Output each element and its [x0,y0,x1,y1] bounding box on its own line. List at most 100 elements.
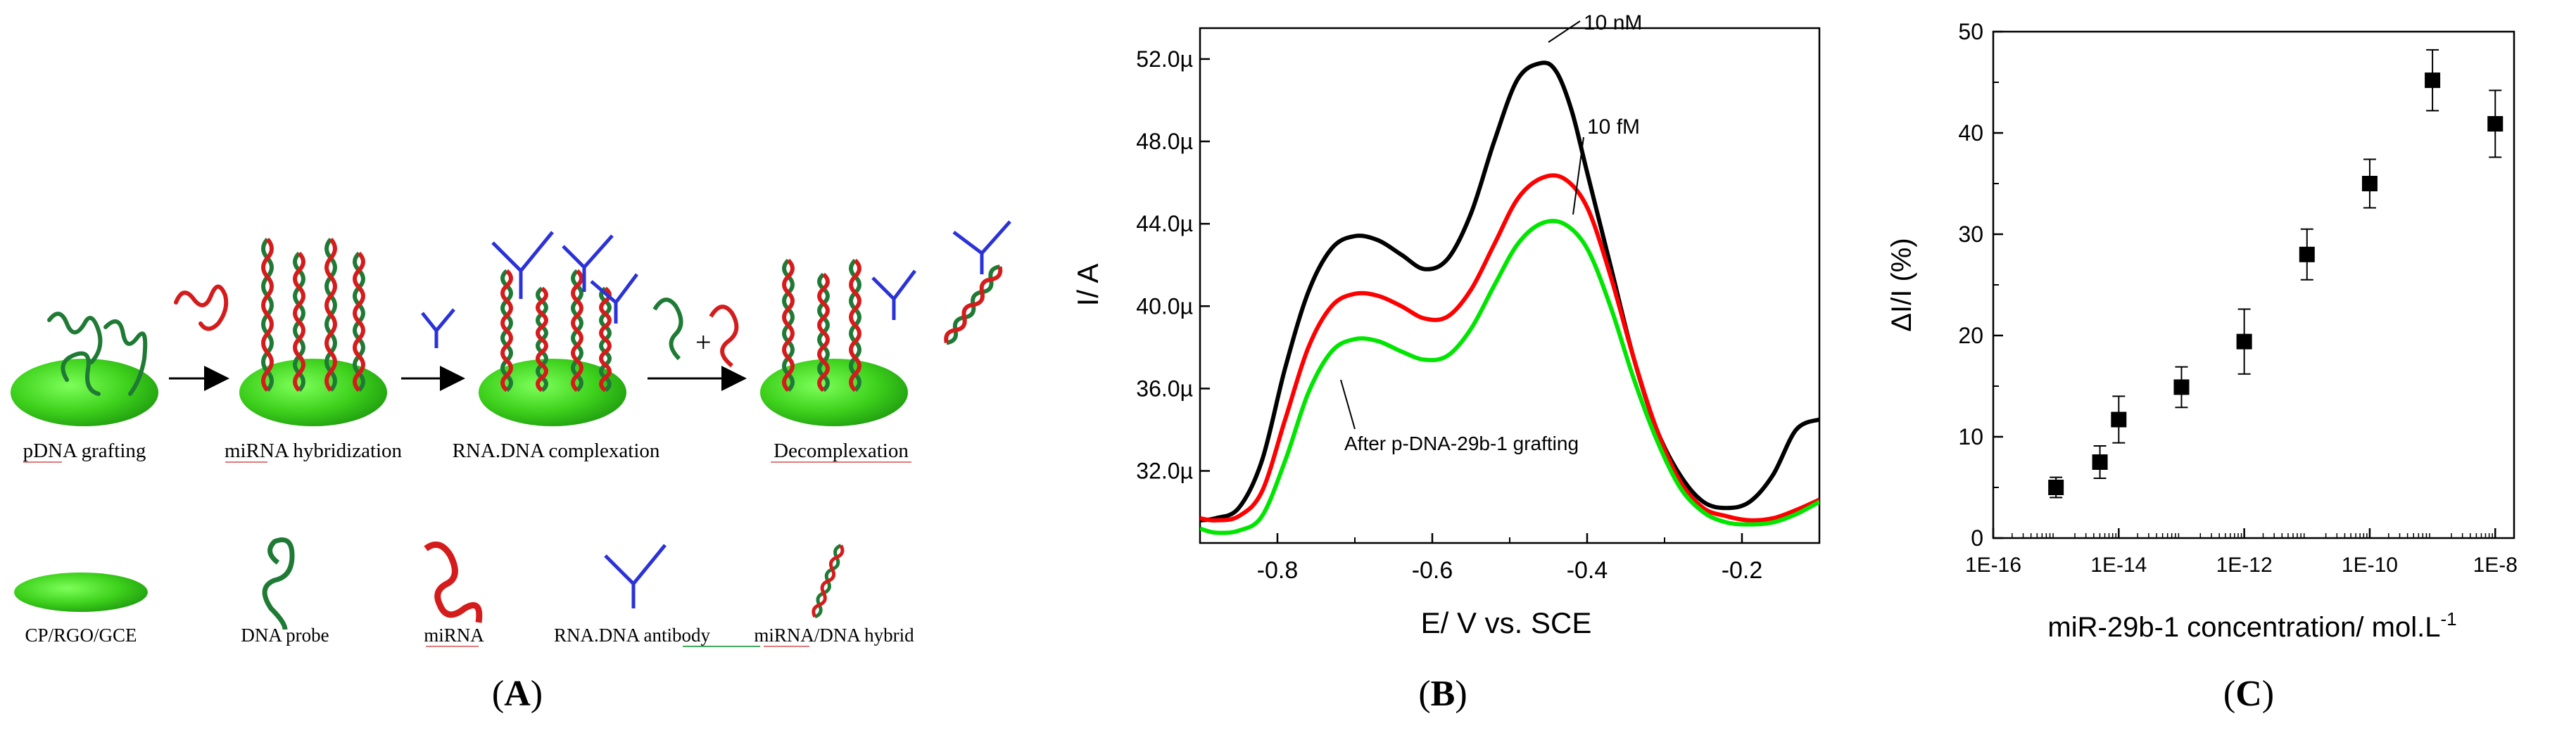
point-marker [2111,411,2127,428]
panel-a-letter: (A) [492,674,543,714]
panel-a-schematic: + pDNA grafting miRNA hybridization RNA.… [11,220,1011,714]
data-point [2487,89,2504,158]
y-tick-label: 20 [1958,323,1983,348]
legend-dna-probe [262,537,295,630]
y-tick-label: 40 [1958,120,1983,146]
series-line-2 [1200,219,1819,535]
dna-probe-group-1 [47,312,148,396]
panel-b-letter: (B) [1418,674,1467,714]
legend-helix-strands [812,544,845,619]
data-point [2092,445,2108,480]
released-mirna [709,305,739,368]
step-label-2: miRNA hybridization [225,440,403,462]
legend-label-mirna: miRNA [424,625,484,646]
annotation-leader-grafting [1340,379,1356,430]
legend-label-antibody: RNA.DNA antibody [554,625,710,646]
point-marker [2048,480,2064,495]
chart-c-points [2048,49,2504,499]
point-marker [2487,116,2504,132]
chart-b-xlabel: E/ V vs. SCE [1421,606,1592,639]
hybrid-helix-step4 [817,272,830,392]
data-point [2236,308,2252,375]
hybrid-helix-step4 [849,258,861,392]
point-marker [2092,454,2108,470]
step-label-4: Decomplexation [774,440,909,462]
electrode-4 [760,359,908,426]
legend-antibody [604,544,667,608]
hybrid-helix-step3 [536,286,548,392]
x-tick-label: -0.2 [1722,557,1763,584]
hybrid-helix-step3 [500,269,513,392]
bound-antibodies [491,231,638,324]
hybrid-helix-step2 [293,251,305,392]
point-marker [2425,72,2441,89]
step-label-3: RNA.DNA complexation [453,440,660,462]
legend-label-electrode: CP/RGO/GCE [25,625,137,646]
data-point [2361,158,2378,209]
free-mirna-1 [174,284,229,331]
y-tick-label: 50 [1958,19,1983,44]
chart-b-ylabel: I/ A [1071,264,1104,307]
annotation-leader-10nm [1548,20,1581,43]
x-tick-label: -0.8 [1257,557,1299,584]
y-tick-label: 10 [1958,424,1983,449]
released-helix [944,264,1003,345]
annotation-10fm: 10 fM [1587,115,1640,139]
y-tick-label: 40.0µ [1136,293,1193,319]
chart-c-xlabel: miR-29b-1 concentration/ mol.L-1 [2047,608,2456,643]
electrode-2 [239,359,387,426]
legend-label-dna-probe: DNA probe [241,625,329,646]
series-line-0 [1200,60,1819,523]
y-tick-label: 52.0µ [1136,46,1193,72]
released-dna-probe [652,298,683,361]
point-marker [2299,246,2315,262]
series-line-1 [1200,173,1819,523]
x-tick-label: 1E-16 [1965,554,2021,577]
panel-c-chart: 1E-16 1E-14 1E-12 1E-10 1E-8 0 10 20 30 40 50 ΔI/I… [1886,19,2518,714]
legend-label-hybrid: miRNA/DNA hybrid [754,625,914,646]
panel-b-chart: -0.8 -0.6 -0.4 -0.2 32.0µ 36.0µ 40.0µ 44.0µ 48.0… [1071,11,1821,714]
data-point [2111,395,2127,444]
helix-group [261,238,1003,392]
legend-helix [812,544,845,619]
point-marker [2236,333,2252,350]
panel-c-letter: (C) [2223,674,2274,714]
x-tick-label: 1E-8 [2473,554,2518,577]
electrode-1 [11,359,158,426]
y-tick-label: 32.0µ [1136,459,1193,484]
data-point [2425,49,2441,112]
chart-b-axes: -0.8 -0.6 -0.4 -0.2 32.0µ 36.0µ 40.0µ 44.0µ 48.0… [1136,46,1820,584]
annotation-grafting: After p-DNA-29b-1 grafting [1344,433,1579,454]
legend-mirna [424,541,483,623]
data-point [2173,366,2190,409]
legend-electrode [14,573,148,612]
chart-c-ylabel: ΔI/I (%) [1886,238,1917,331]
y-tick-label: 48.0µ [1136,129,1193,154]
x-tick-label: -0.4 [1567,557,1608,584]
chart-b-frame [1199,27,1821,544]
annotation-10nm: 10 nM [1584,11,1642,34]
x-tick-label: -0.6 [1412,557,1453,584]
hybrid-helix-step3 [599,286,612,392]
point-marker [2361,176,2378,191]
step-label-1: pDNA grafting [23,440,146,462]
x-tick-label: 1E-12 [2216,554,2273,577]
chart-c-axes: 1E-16 1E-14 1E-12 1E-10 1E-8 0 10 20 30 40 50 [1958,19,2518,577]
point-marker [2173,379,2190,395]
hybrid-helix-step3 [571,269,583,392]
hybrid-helix-step2 [324,238,337,392]
x-tick-label: 1E-10 [2342,554,2398,577]
y-tick-label: 44.0µ [1136,211,1193,236]
hybrid-helix-step4 [782,258,795,392]
chart-c-frame [1992,30,2515,539]
y-tick-label: 30 [1958,222,1983,247]
y-tick-label: 0 [1971,525,1983,551]
x-tick-label: 1E-14 [2090,554,2147,577]
hybrid-helix-step2 [353,251,365,392]
electrode-3 [479,359,626,426]
data-point [2299,228,2315,281]
free-antibody-1 [421,308,455,348]
chart-b-series [1200,60,1819,535]
hybrid-helix-step2 [261,238,274,392]
